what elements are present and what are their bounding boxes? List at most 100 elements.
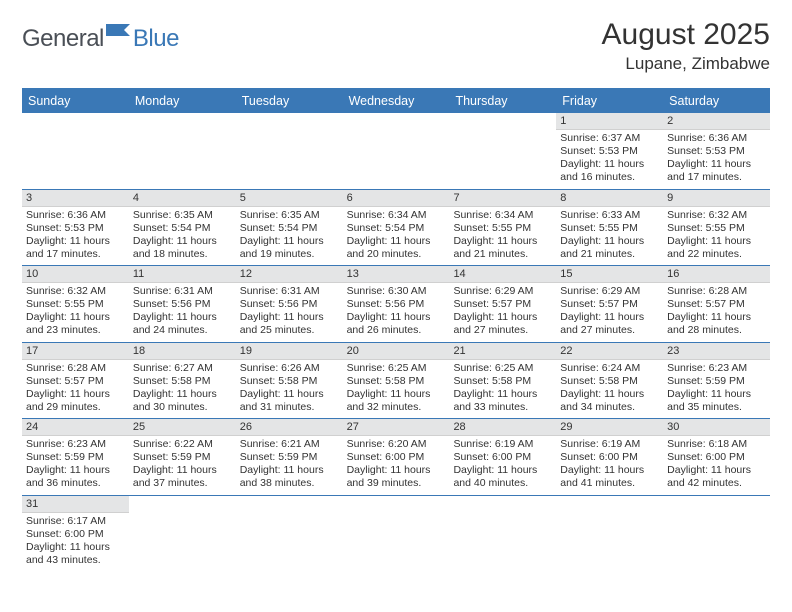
day-line: Daylight: 11 hours	[453, 235, 552, 248]
day-cell: 28Sunrise: 6:19 AMSunset: 6:00 PMDayligh…	[449, 419, 556, 495]
day-line: Sunrise: 6:29 AM	[560, 285, 659, 298]
day-content: Sunrise: 6:25 AMSunset: 5:58 PMDaylight:…	[449, 360, 556, 419]
day-line: Sunrise: 6:27 AM	[133, 362, 232, 375]
day-line: Daylight: 11 hours	[240, 388, 339, 401]
day-content: Sunrise: 6:28 AMSunset: 5:57 PMDaylight:…	[663, 283, 770, 342]
day-cell: 7 Sunrise: 6:34 AMSunset: 5:55 PMDaylight…	[449, 190, 556, 266]
day-cell: 10Sunrise: 6:32 AMSunset: 5:55 PMDayligh…	[22, 266, 129, 342]
day-line: Daylight: 11 hours	[667, 464, 766, 477]
day-content: Sunrise: 6:27 AMSunset: 5:58 PMDaylight:…	[129, 360, 236, 419]
empty-cell	[129, 113, 236, 189]
day-line: Daylight: 11 hours	[26, 235, 125, 248]
day-line: Sunset: 5:57 PM	[667, 298, 766, 311]
day-number: 25	[129, 419, 236, 436]
day-cell: 1Sunrise: 6:37 AMSunset: 5:53 PMDaylight…	[556, 113, 663, 189]
weekday-cell: Tuesday	[236, 90, 343, 113]
day-line: Sunset: 5:54 PM	[347, 222, 446, 235]
day-number: 22	[556, 343, 663, 360]
day-line: Sunrise: 6:23 AM	[667, 362, 766, 375]
day-line: Daylight: 11 hours	[347, 311, 446, 324]
empty-cell	[343, 113, 450, 189]
day-number: 10	[22, 266, 129, 283]
day-content: Sunrise: 6:32 AMSunset: 5:55 PMDaylight:…	[22, 283, 129, 342]
empty-cell	[449, 496, 556, 572]
day-line: Sunset: 5:53 PM	[26, 222, 125, 235]
day-line: and 16 minutes.	[560, 171, 659, 184]
day-line: and 41 minutes.	[560, 477, 659, 490]
day-line: Sunset: 5:59 PM	[133, 451, 232, 464]
day-line: Sunset: 5:56 PM	[240, 298, 339, 311]
day-line: Sunrise: 6:34 AM	[453, 209, 552, 222]
day-line: Sunrise: 6:36 AM	[667, 132, 766, 145]
day-line: Sunrise: 6:28 AM	[26, 362, 125, 375]
logo: General Blue	[22, 22, 179, 53]
day-number: 29	[556, 419, 663, 436]
weekday-cell: Wednesday	[343, 90, 450, 113]
logo-general-text: General	[22, 25, 104, 53]
day-content: Sunrise: 6:35 AMSunset: 5:54 PMDaylight:…	[129, 207, 236, 266]
day-cell: 8Sunrise: 6:33 AMSunset: 5:55 PMDaylight…	[556, 190, 663, 266]
day-line: Sunset: 5:58 PM	[453, 375, 552, 388]
day-content: Sunrise: 6:36 AMSunset: 5:53 PMDaylight:…	[663, 130, 770, 189]
week-row: 1Sunrise: 6:37 AMSunset: 5:53 PMDaylight…	[22, 113, 770, 190]
day-number: 7	[449, 190, 556, 207]
day-line: Daylight: 11 hours	[453, 388, 552, 401]
day-line: and 43 minutes.	[26, 554, 125, 567]
day-line: Sunset: 5:59 PM	[667, 375, 766, 388]
day-number: 26	[236, 419, 343, 436]
day-cell: 30Sunrise: 6:18 AMSunset: 6:00 PMDayligh…	[663, 419, 770, 495]
day-number: 11	[129, 266, 236, 283]
day-cell: 27Sunrise: 6:20 AMSunset: 6:00 PMDayligh…	[343, 419, 450, 495]
day-line: Sunrise: 6:35 AM	[240, 209, 339, 222]
day-line: Daylight: 11 hours	[26, 541, 125, 554]
day-line: Sunrise: 6:19 AM	[453, 438, 552, 451]
day-line: Sunset: 5:53 PM	[560, 145, 659, 158]
day-line: and 31 minutes.	[240, 401, 339, 414]
day-number: 5	[236, 190, 343, 207]
day-line: Sunrise: 6:19 AM	[560, 438, 659, 451]
empty-cell	[236, 113, 343, 189]
day-line: and 42 minutes.	[667, 477, 766, 490]
day-line: Sunrise: 6:24 AM	[560, 362, 659, 375]
week-row: 17Sunrise: 6:28 AMSunset: 5:57 PMDayligh…	[22, 343, 770, 420]
day-line: Daylight: 11 hours	[240, 464, 339, 477]
weekday-cell: Thursday	[449, 90, 556, 113]
day-line: Sunset: 5:53 PM	[667, 145, 766, 158]
day-line: Sunset: 5:59 PM	[26, 451, 125, 464]
day-cell: 6Sunrise: 6:34 AMSunset: 5:54 PMDaylight…	[343, 190, 450, 266]
day-number: 16	[663, 266, 770, 283]
title-block: August 2025 Lupane, Zimbabwe	[602, 18, 770, 74]
day-line: and 26 minutes.	[347, 324, 446, 337]
day-content: Sunrise: 6:23 AMSunset: 5:59 PMDaylight:…	[22, 436, 129, 495]
day-content: Sunrise: 6:20 AMSunset: 6:00 PMDaylight:…	[343, 436, 450, 495]
day-cell: 26Sunrise: 6:21 AMSunset: 5:59 PMDayligh…	[236, 419, 343, 495]
day-line: Sunset: 5:56 PM	[347, 298, 446, 311]
day-line: Sunrise: 6:29 AM	[453, 285, 552, 298]
day-content: Sunrise: 6:19 AMSunset: 6:00 PMDaylight:…	[449, 436, 556, 495]
day-number: 18	[129, 343, 236, 360]
day-cell: 22Sunrise: 6:24 AMSunset: 5:58 PMDayligh…	[556, 343, 663, 419]
day-line: Sunset: 5:57 PM	[453, 298, 552, 311]
day-cell: 9Sunrise: 6:32 AMSunset: 5:55 PMDaylight…	[663, 190, 770, 266]
day-line: Daylight: 11 hours	[453, 464, 552, 477]
day-number: 21	[449, 343, 556, 360]
day-number: 27	[343, 419, 450, 436]
day-line: and 36 minutes.	[26, 477, 125, 490]
day-line: Sunset: 5:59 PM	[240, 451, 339, 464]
day-line: and 37 minutes.	[133, 477, 232, 490]
day-line: and 21 minutes.	[453, 248, 552, 261]
day-number: 12	[236, 266, 343, 283]
day-content: Sunrise: 6:29 AMSunset: 5:57 PMDaylight:…	[556, 283, 663, 342]
day-content: Sunrise: 6:34 AMSunset: 5:54 PMDaylight:…	[343, 207, 450, 266]
day-cell: 18Sunrise: 6:27 AMSunset: 5:58 PMDayligh…	[129, 343, 236, 419]
weekday-cell: Friday	[556, 90, 663, 113]
empty-cell	[22, 113, 129, 189]
day-cell: 21Sunrise: 6:25 AMSunset: 5:58 PMDayligh…	[449, 343, 556, 419]
day-content: Sunrise: 6:29 AMSunset: 5:57 PMDaylight:…	[449, 283, 556, 342]
day-cell: 24Sunrise: 6:23 AMSunset: 5:59 PMDayligh…	[22, 419, 129, 495]
day-line: and 29 minutes.	[26, 401, 125, 414]
day-line: Daylight: 11 hours	[133, 464, 232, 477]
day-line: Sunset: 5:55 PM	[453, 222, 552, 235]
day-line: Sunrise: 6:25 AM	[347, 362, 446, 375]
day-content: Sunrise: 6:33 AMSunset: 5:55 PMDaylight:…	[556, 207, 663, 266]
